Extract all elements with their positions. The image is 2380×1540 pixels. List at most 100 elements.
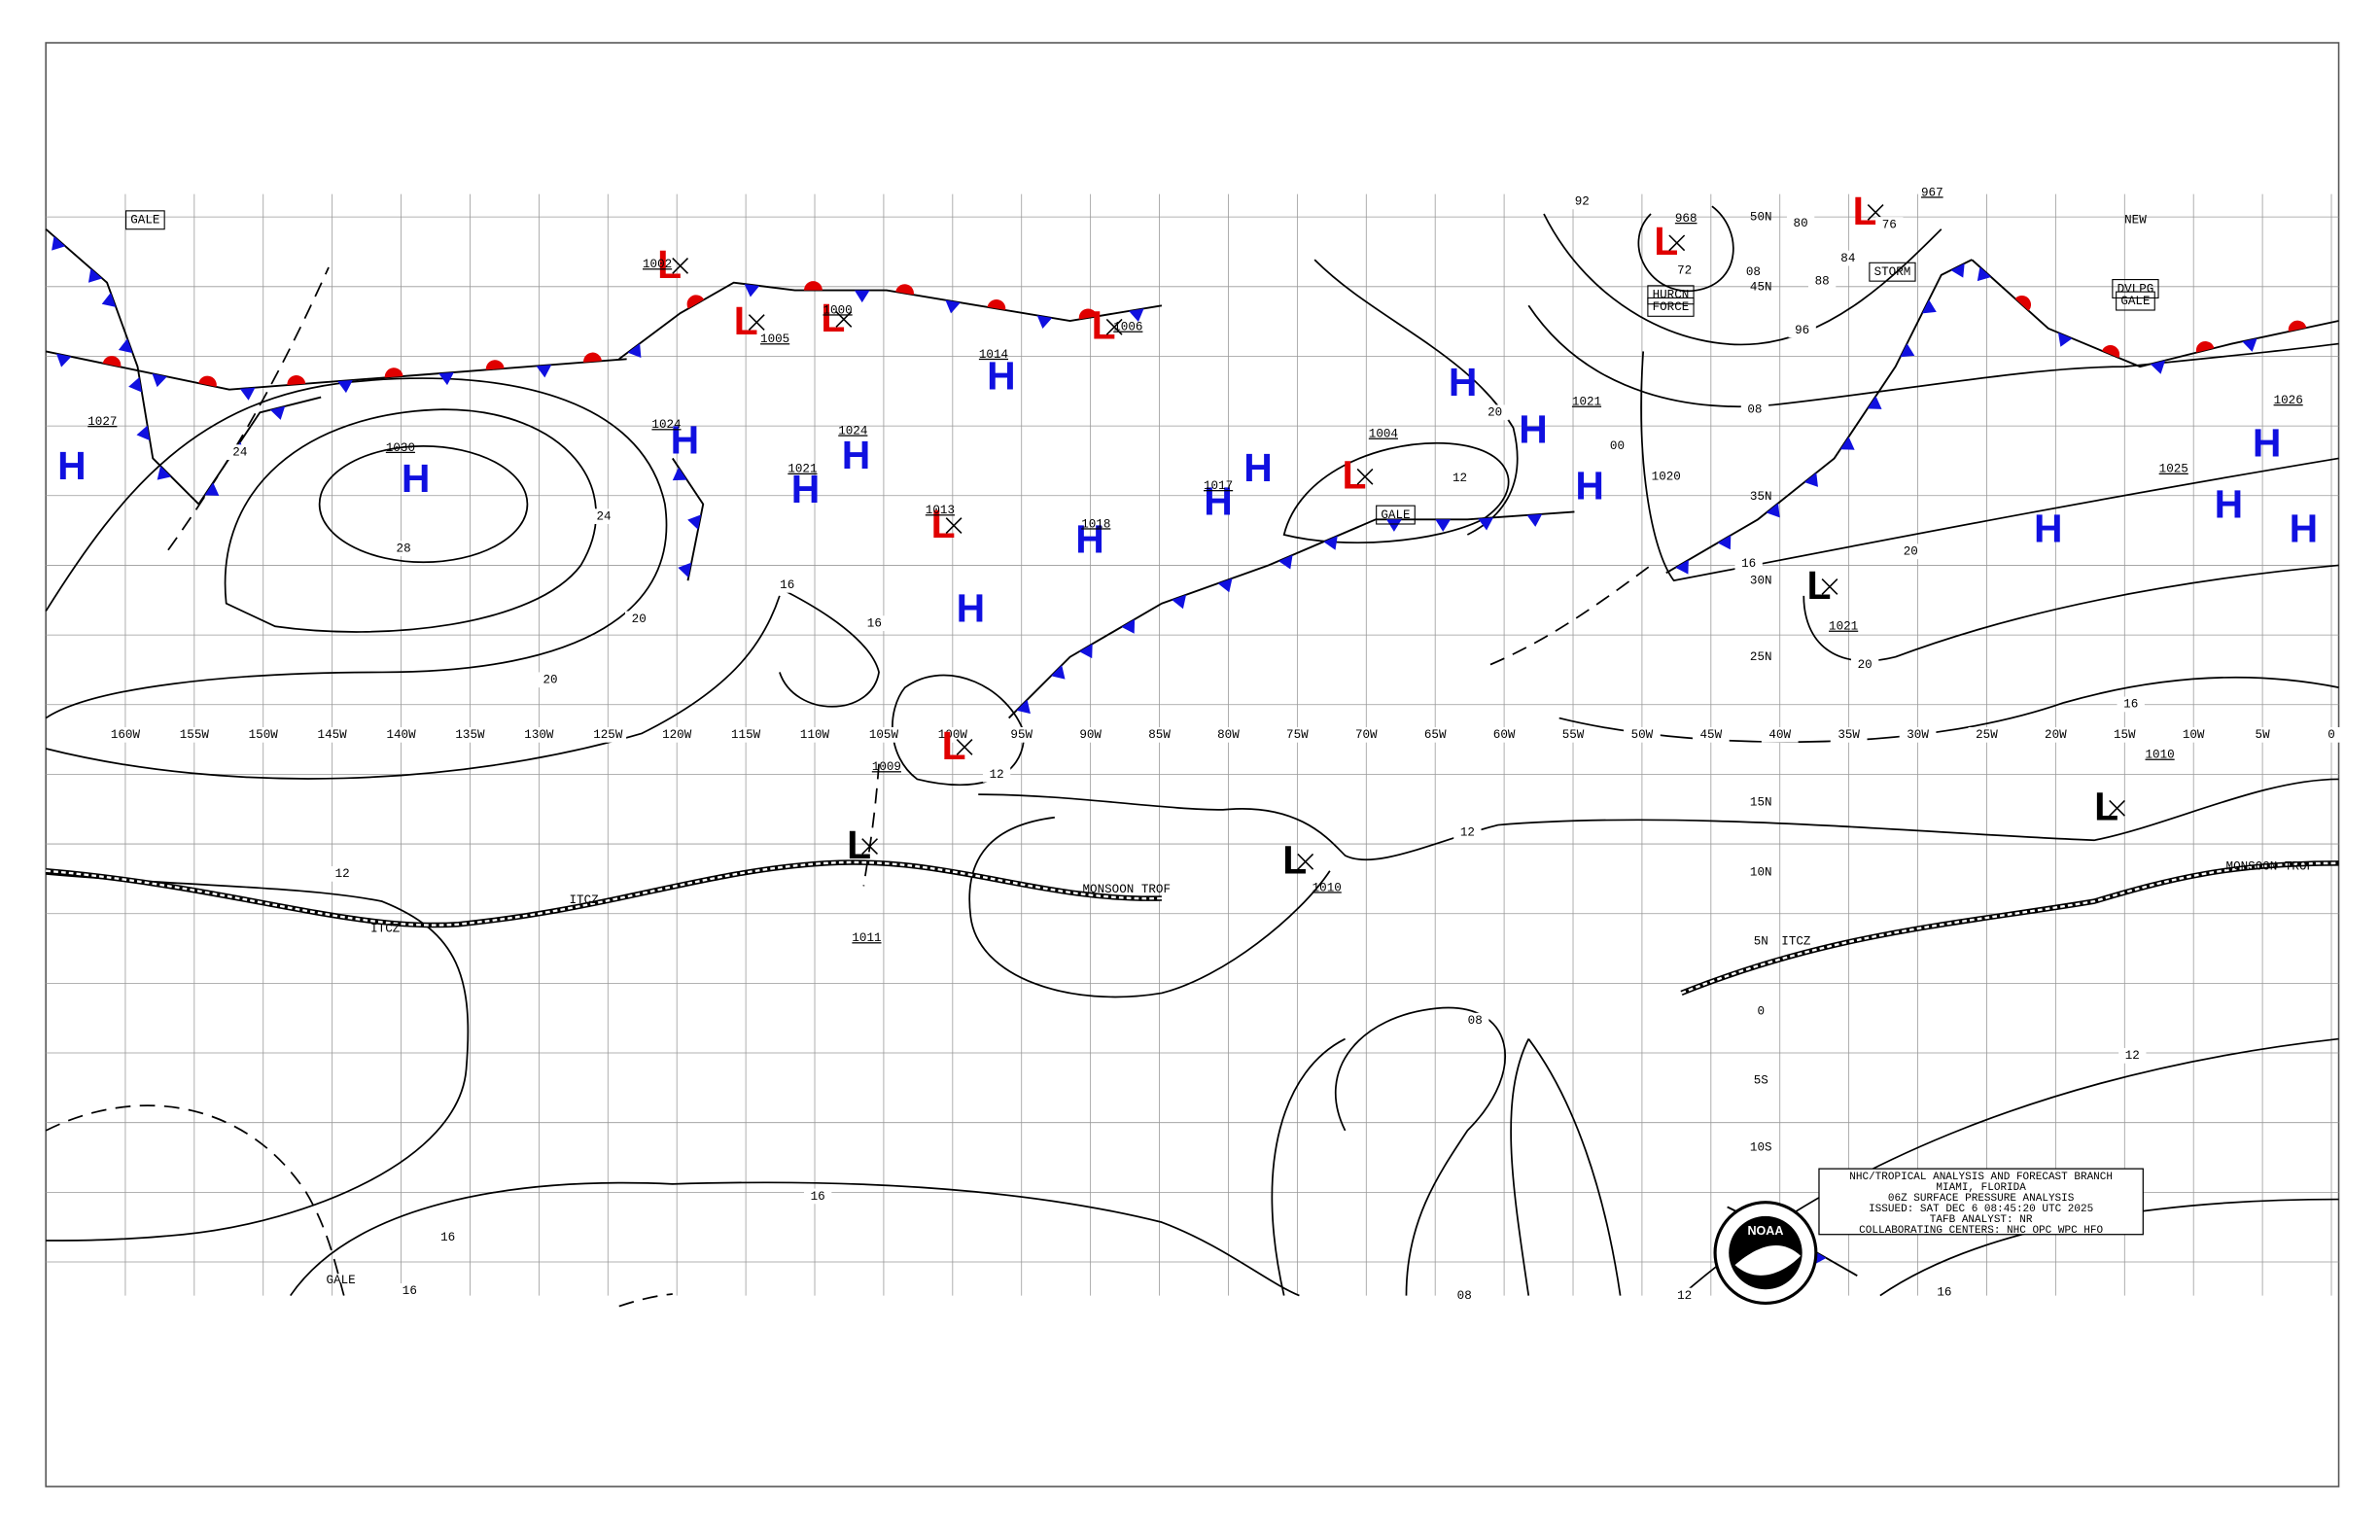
lon-label: 125W	[593, 728, 623, 742]
warm-front-symbol	[384, 368, 403, 378]
pressure-center-glyph: H	[1243, 445, 1273, 490]
cold-front-symbol	[1016, 699, 1031, 715]
lon-label-box	[244, 727, 282, 743]
center-mark	[1105, 318, 1123, 335]
isobar-label: 16	[1937, 1286, 1951, 1300]
annotation-box	[1376, 505, 1416, 525]
lon-label-box	[313, 727, 351, 743]
lon-label: 10W	[2183, 728, 2205, 742]
pressure-label: 1018	[1081, 517, 1110, 531]
isobar	[46, 872, 470, 1242]
warm-front-symbol	[583, 352, 602, 363]
lon-label: 105W	[869, 728, 899, 742]
cold-front-symbol	[1977, 266, 1992, 282]
pressure-center: H	[2253, 421, 2282, 466]
warm-front-symbol	[686, 295, 705, 309]
isobar-label-bg	[434, 1230, 462, 1245]
isobar	[1802, 564, 2339, 662]
warm-front-symbol	[2014, 295, 2032, 311]
itcz-band-inner	[1681, 861, 2339, 995]
center-mark	[861, 838, 879, 855]
trough	[45, 1104, 345, 1296]
lon-label: 50W	[1631, 728, 1654, 742]
isobar	[1543, 213, 1942, 346]
lon-label: 155W	[180, 728, 210, 742]
isobar-label: 00	[1610, 439, 1625, 453]
isobar-label-bg	[860, 615, 889, 631]
lon-label-box	[1624, 727, 1661, 743]
cold-front-symbol	[1079, 644, 1093, 659]
warm-front-symbol	[804, 281, 822, 291]
cold-front-symbol	[945, 299, 961, 314]
isobar-label: 12	[990, 768, 1004, 782]
cold-front-symbol	[1900, 343, 1915, 358]
pressure-center-glyph: H	[2034, 507, 2063, 551]
isobar	[1637, 205, 1734, 293]
title-line: 06Z SURFACE PRESSURE ANALYSIS	[1888, 1193, 2075, 1205]
lon-label: 60W	[1493, 728, 1516, 742]
pressure-center: H	[791, 467, 821, 511]
lon-label-box	[658, 727, 696, 743]
warm-front-symbol	[287, 374, 306, 386]
pressure-center: H	[842, 433, 871, 477]
isobar	[1558, 676, 2339, 744]
isobar-label: 16	[780, 578, 794, 592]
cold-front-symbol	[1278, 554, 1293, 570]
cold-front-symbol	[678, 562, 692, 578]
lon-label: 35W	[1838, 728, 1860, 742]
front-line	[672, 457, 705, 581]
title-line: COLLABORATING CENTERS: NHC OPC WPC HFO	[1859, 1225, 2103, 1237]
trough	[618, 1293, 673, 1308]
cold-front-symbol	[1217, 578, 1233, 593]
center-mark	[748, 314, 765, 331]
pressure-center: H	[2215, 482, 2244, 527]
pressure-label: 1004	[1369, 428, 1398, 441]
pressure-center: H	[987, 354, 1016, 399]
lon-label: 90W	[1079, 728, 1102, 742]
lon-label-box	[520, 727, 558, 743]
isobar-label-bg	[804, 1188, 832, 1205]
lat-label: 15N	[1750, 795, 1772, 809]
lon-label: 110W	[800, 728, 830, 742]
annotation: DVLPG	[2118, 282, 2154, 296]
isobar-label-bg	[1568, 193, 1596, 210]
cold-front-symbol	[1717, 535, 1732, 550]
pressure-center: H	[1575, 464, 1604, 508]
warm-front-symbol	[485, 360, 505, 370]
isobar-label: 1020	[1652, 471, 1681, 484]
lon-label: 160W	[111, 728, 141, 742]
warm-front-symbol	[102, 356, 122, 368]
isobar	[1510, 1038, 1530, 1296]
warm-front-symbol	[2288, 320, 2307, 332]
lon-label-box	[2106, 727, 2144, 743]
pressure-label: 1000	[823, 303, 853, 317]
annotation: NEW	[2124, 214, 2147, 228]
isobar	[1527, 1038, 1622, 1296]
lon-label-box	[1761, 727, 1799, 743]
lon-label: 45W	[1700, 728, 1723, 742]
pressure-label: 1010	[1312, 881, 1342, 894]
cold-front-symbol	[152, 373, 167, 388]
isobar	[978, 778, 2339, 861]
cold-front-symbol	[1121, 618, 1136, 634]
warm-front-symbol	[987, 298, 1006, 310]
lon-label: 40W	[1768, 728, 1791, 742]
center-mark	[1297, 853, 1314, 870]
cold-front-symbol	[101, 293, 117, 307]
cold-front-symbol	[1766, 503, 1780, 518]
isobar-label: 08	[1747, 402, 1762, 416]
lon-label-box	[382, 727, 420, 743]
lon-label: 25W	[1976, 728, 1998, 742]
isobar-label: 72	[1677, 263, 1692, 277]
isobar-label-bg	[1652, 469, 1680, 485]
lat-label: 35N	[1750, 490, 1772, 504]
isobar-label-bg	[1875, 217, 1904, 232]
cold-front-symbol	[204, 482, 220, 496]
cold-front-symbol	[438, 371, 454, 386]
pressure-label: 1010	[2146, 749, 2175, 762]
lat-label: 5S	[1754, 1073, 1768, 1087]
front-line	[45, 228, 322, 507]
annotation: ITCZ	[370, 923, 401, 936]
